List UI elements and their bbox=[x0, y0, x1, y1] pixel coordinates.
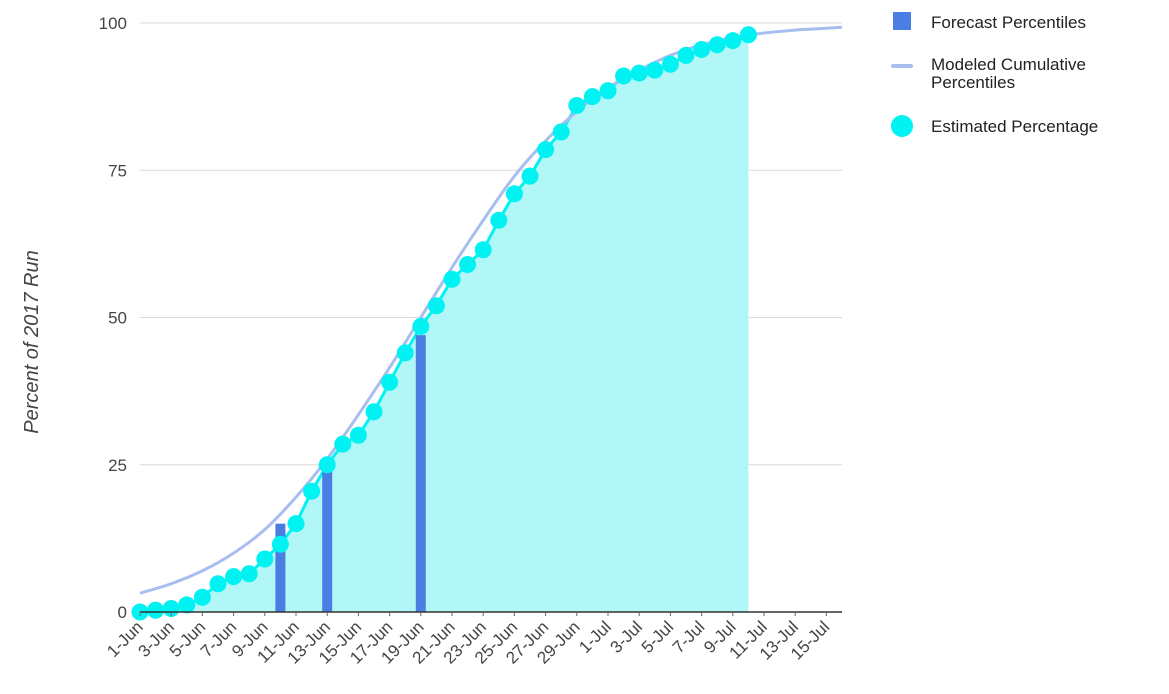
forecast-bar bbox=[275, 523, 286, 612]
forecast-bar bbox=[322, 464, 333, 612]
estimated-point bbox=[349, 426, 367, 444]
estimated-point bbox=[583, 88, 601, 106]
y-tick-labels: 0 25 50 75 100 bbox=[99, 14, 127, 622]
estimated-point bbox=[334, 435, 352, 453]
estimated-point bbox=[552, 123, 570, 141]
estimated-area-fill bbox=[140, 34, 749, 612]
legend-swatch-estimated-percentage bbox=[891, 115, 913, 137]
legend: Forecast Percentiles Modeled Cumulative P… bbox=[891, 12, 1098, 137]
estimated-point bbox=[303, 482, 321, 500]
forecast-bar bbox=[415, 335, 426, 612]
estimated-point bbox=[490, 211, 508, 229]
estimated-point bbox=[693, 41, 711, 59]
forecast-bars bbox=[275, 335, 426, 612]
estimated-point bbox=[537, 141, 555, 159]
estimated-point bbox=[568, 96, 586, 114]
legend-label-modeled-cumulative-percentiles: Modeled Cumulative Percentiles bbox=[931, 55, 1086, 92]
estimated-point bbox=[661, 55, 679, 73]
estimated-points bbox=[131, 26, 757, 621]
estimated-point bbox=[396, 344, 414, 362]
legend-label-forecast-percentiles: Forecast Percentiles bbox=[931, 13, 1086, 32]
estimated-point bbox=[365, 403, 383, 421]
y-axis-label: Percent of 2017 Run bbox=[21, 250, 43, 433]
y-tick-label: 75 bbox=[108, 161, 127, 180]
estimated-point bbox=[505, 185, 523, 203]
x-tick-labels: 1-Jun3-Jun5-Jun7-Jun9-Jun11-Jun13-Jun15-… bbox=[103, 612, 833, 668]
y-tick-label: 50 bbox=[108, 309, 127, 328]
estimated-point bbox=[271, 535, 289, 553]
x-tick-label: 3-Jul bbox=[607, 617, 646, 656]
estimated-point bbox=[287, 515, 305, 533]
estimated-point bbox=[677, 46, 695, 64]
estimated-point bbox=[193, 588, 211, 606]
legend-label-estimated-percentage: Estimated Percentage bbox=[931, 117, 1098, 136]
estimated-area bbox=[139, 33, 749, 614]
estimated-point bbox=[615, 67, 633, 85]
estimated-point bbox=[708, 36, 726, 54]
estimated-point bbox=[412, 317, 430, 335]
estimated-point bbox=[240, 565, 258, 583]
estimated-point bbox=[427, 297, 445, 315]
estimated-point bbox=[178, 596, 196, 614]
estimated-point bbox=[599, 82, 617, 100]
estimated-point bbox=[318, 456, 336, 474]
x-tick-label: 5-Jul bbox=[638, 617, 677, 656]
legend-swatch-modeled-cumulative-percentiles bbox=[891, 64, 913, 68]
x-tick-label: 7-Jul bbox=[669, 617, 708, 656]
estimated-point bbox=[147, 601, 165, 619]
estimated-point bbox=[724, 32, 742, 50]
estimated-point bbox=[381, 373, 399, 391]
estimated-point bbox=[474, 241, 492, 259]
estimated-point bbox=[225, 568, 243, 586]
estimated-point bbox=[209, 575, 227, 593]
estimated-point bbox=[630, 64, 648, 82]
estimated-point bbox=[443, 270, 461, 288]
y-tick-label: 100 bbox=[99, 14, 127, 33]
y-tick-label: 0 bbox=[118, 603, 127, 622]
legend-swatch-forecast-percentiles bbox=[893, 12, 911, 30]
estimated-point bbox=[521, 167, 539, 185]
x-tick-label: 1-Jul bbox=[575, 617, 614, 656]
estimated-point bbox=[459, 255, 477, 273]
y-tick-label: 25 bbox=[108, 456, 127, 475]
estimated-point bbox=[739, 26, 757, 44]
estimated-point bbox=[646, 61, 664, 79]
estimated-point bbox=[256, 550, 274, 568]
